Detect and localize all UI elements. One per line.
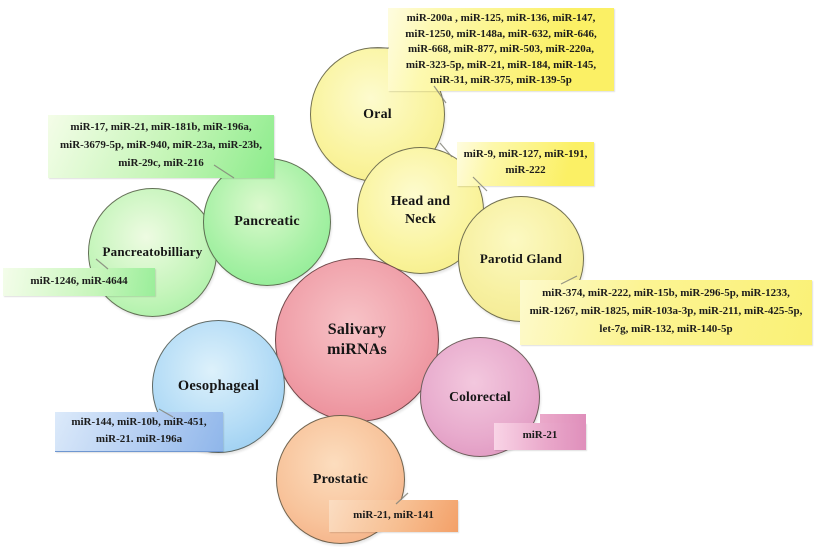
prostatic-label: Prostatic — [312, 471, 369, 487]
pancreatic-label: Pancreatic — [234, 214, 300, 230]
oral-label: Oral — [363, 106, 392, 122]
oesophageal-mirna-box: miR-144, miR-10b, miR-451, miR-21. miR-1… — [55, 412, 223, 452]
pancreatic-circle: Pancreatic — [203, 158, 331, 286]
pancreatobilliary-label: Pancreatobilliary — [102, 244, 203, 260]
head-and-neck-mirna-box: miR-9, miR-127, miR-191, miR-222 — [457, 142, 594, 186]
pancreatic-mirna-box: miR-17, miR-21, miR-181b, miR-196a, miR-… — [48, 115, 274, 178]
colorectal-label: Colorectal — [449, 388, 511, 404]
parotid-gland-mirna-box: miR-374, miR-222, miR-15b, miR-296-5p, m… — [520, 280, 812, 345]
pancreatobilliary-mirna-box: miR-1246, miR-4644 — [3, 268, 155, 296]
oral-mirna-box: miR-200a , miR-125, miR-136, miR-147, mi… — [388, 8, 614, 91]
head-and-neck-label: Head and Neck — [390, 194, 451, 227]
colorectal-mirna-box-step — [540, 414, 586, 424]
prostatic-mirna-box: miR-21, miR-141 — [329, 500, 458, 532]
colorectal-mirna-box: miR-21 — [494, 423, 586, 450]
pancreatobilliary-circle: Pancreatobilliary — [88, 188, 217, 317]
parotid-gland-label: Parotid Gland — [479, 250, 563, 266]
salivary-mirnas-center-circle: Salivary miRNAs — [275, 258, 439, 422]
colorectal-circle: Colorectal — [420, 337, 540, 457]
oesophageal-label: Oesophageal — [177, 378, 260, 395]
salivary-mirnas-label: Salivary miRNAs — [327, 321, 387, 358]
